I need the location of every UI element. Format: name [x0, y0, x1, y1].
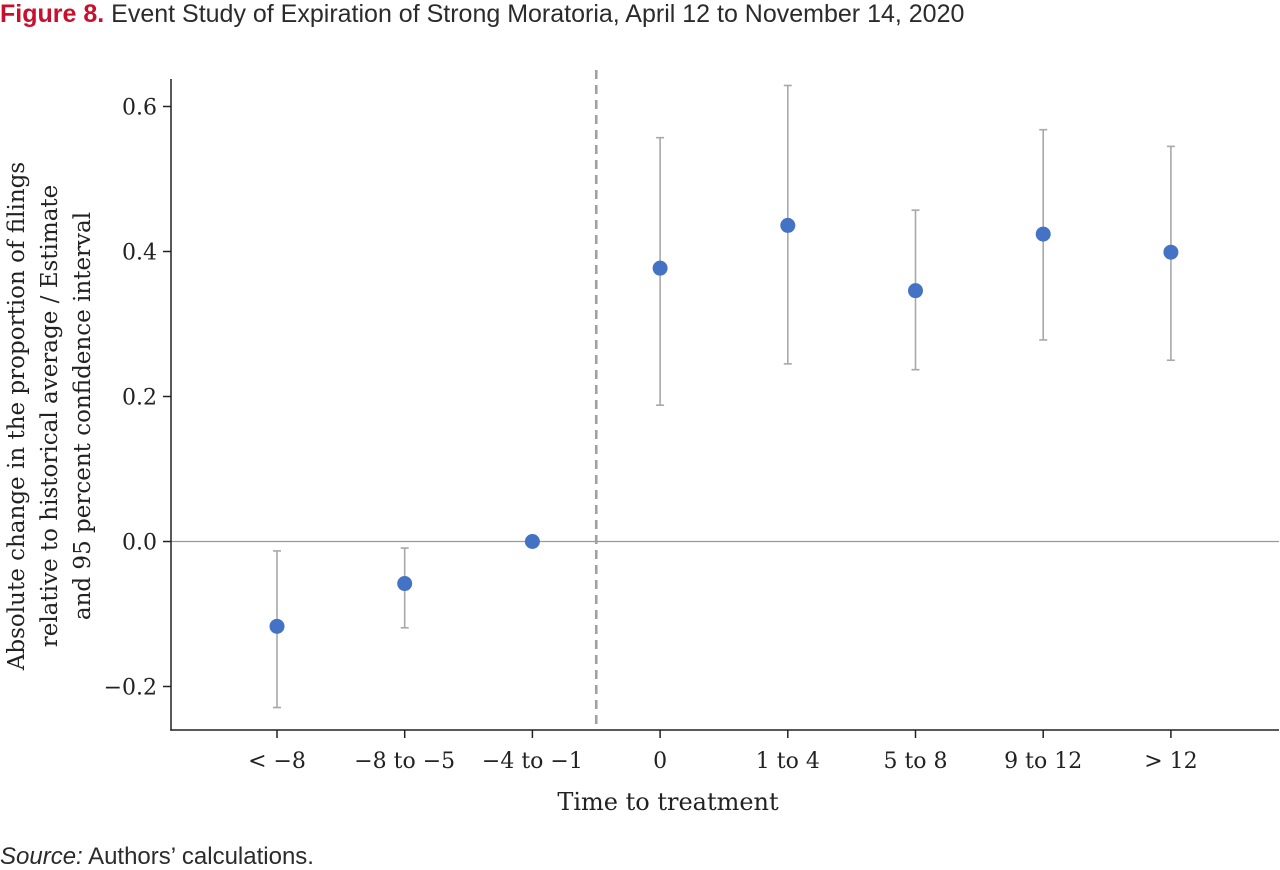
y-tick-label: 0.2 — [122, 386, 157, 411]
figure-title: Figure 8. Event Study of Expiration of S… — [0, 0, 1280, 30]
x-tick-label: −4 to −1 — [482, 749, 583, 774]
y-tick-label: 0.4 — [122, 241, 157, 266]
estimate-point — [1163, 244, 1179, 260]
x-tick-label: 5 to 8 — [883, 749, 947, 774]
y-axis-title-line: and 95 percent confidence interval — [70, 212, 96, 620]
x-axis-title: Time to treatment — [557, 788, 779, 816]
x-tick-label: < −8 — [248, 749, 306, 774]
source-text: Authors’ calculations. — [88, 843, 314, 870]
source-note: Source: Authors’ calculations. — [0, 844, 314, 870]
estimate-point — [1035, 226, 1051, 242]
estimate-point — [397, 576, 413, 592]
x-tick-label: −8 to −5 — [354, 749, 455, 774]
x-tick-label: 9 to 12 — [1004, 749, 1082, 774]
figure-label: Figure 8. — [0, 0, 105, 28]
source-prefix: Source: — [0, 843, 83, 870]
estimate-point — [780, 217, 796, 233]
y-axis-title-line: relative to historical average / Estimat… — [37, 185, 63, 648]
y-axis-title: Absolute change in the proportion of fil… — [4, 162, 96, 671]
estimate-point — [524, 534, 540, 549]
estimate-point — [908, 283, 923, 299]
y-axis-title-line: Absolute change in the proportion of fil… — [4, 162, 30, 671]
estimate-point — [652, 260, 668, 276]
figure-title-text: Event Study of Expiration of Strong Mora… — [111, 0, 965, 28]
estimate-point — [269, 618, 285, 634]
x-tick-label: 0 — [653, 749, 667, 774]
y-tick-label: 0.0 — [122, 531, 157, 556]
y-tick-label: −0.2 — [104, 676, 157, 701]
y-tick-label: 0.6 — [122, 96, 157, 121]
x-tick-label: 1 to 4 — [756, 749, 820, 774]
x-tick-label: > 12 — [1144, 749, 1197, 774]
